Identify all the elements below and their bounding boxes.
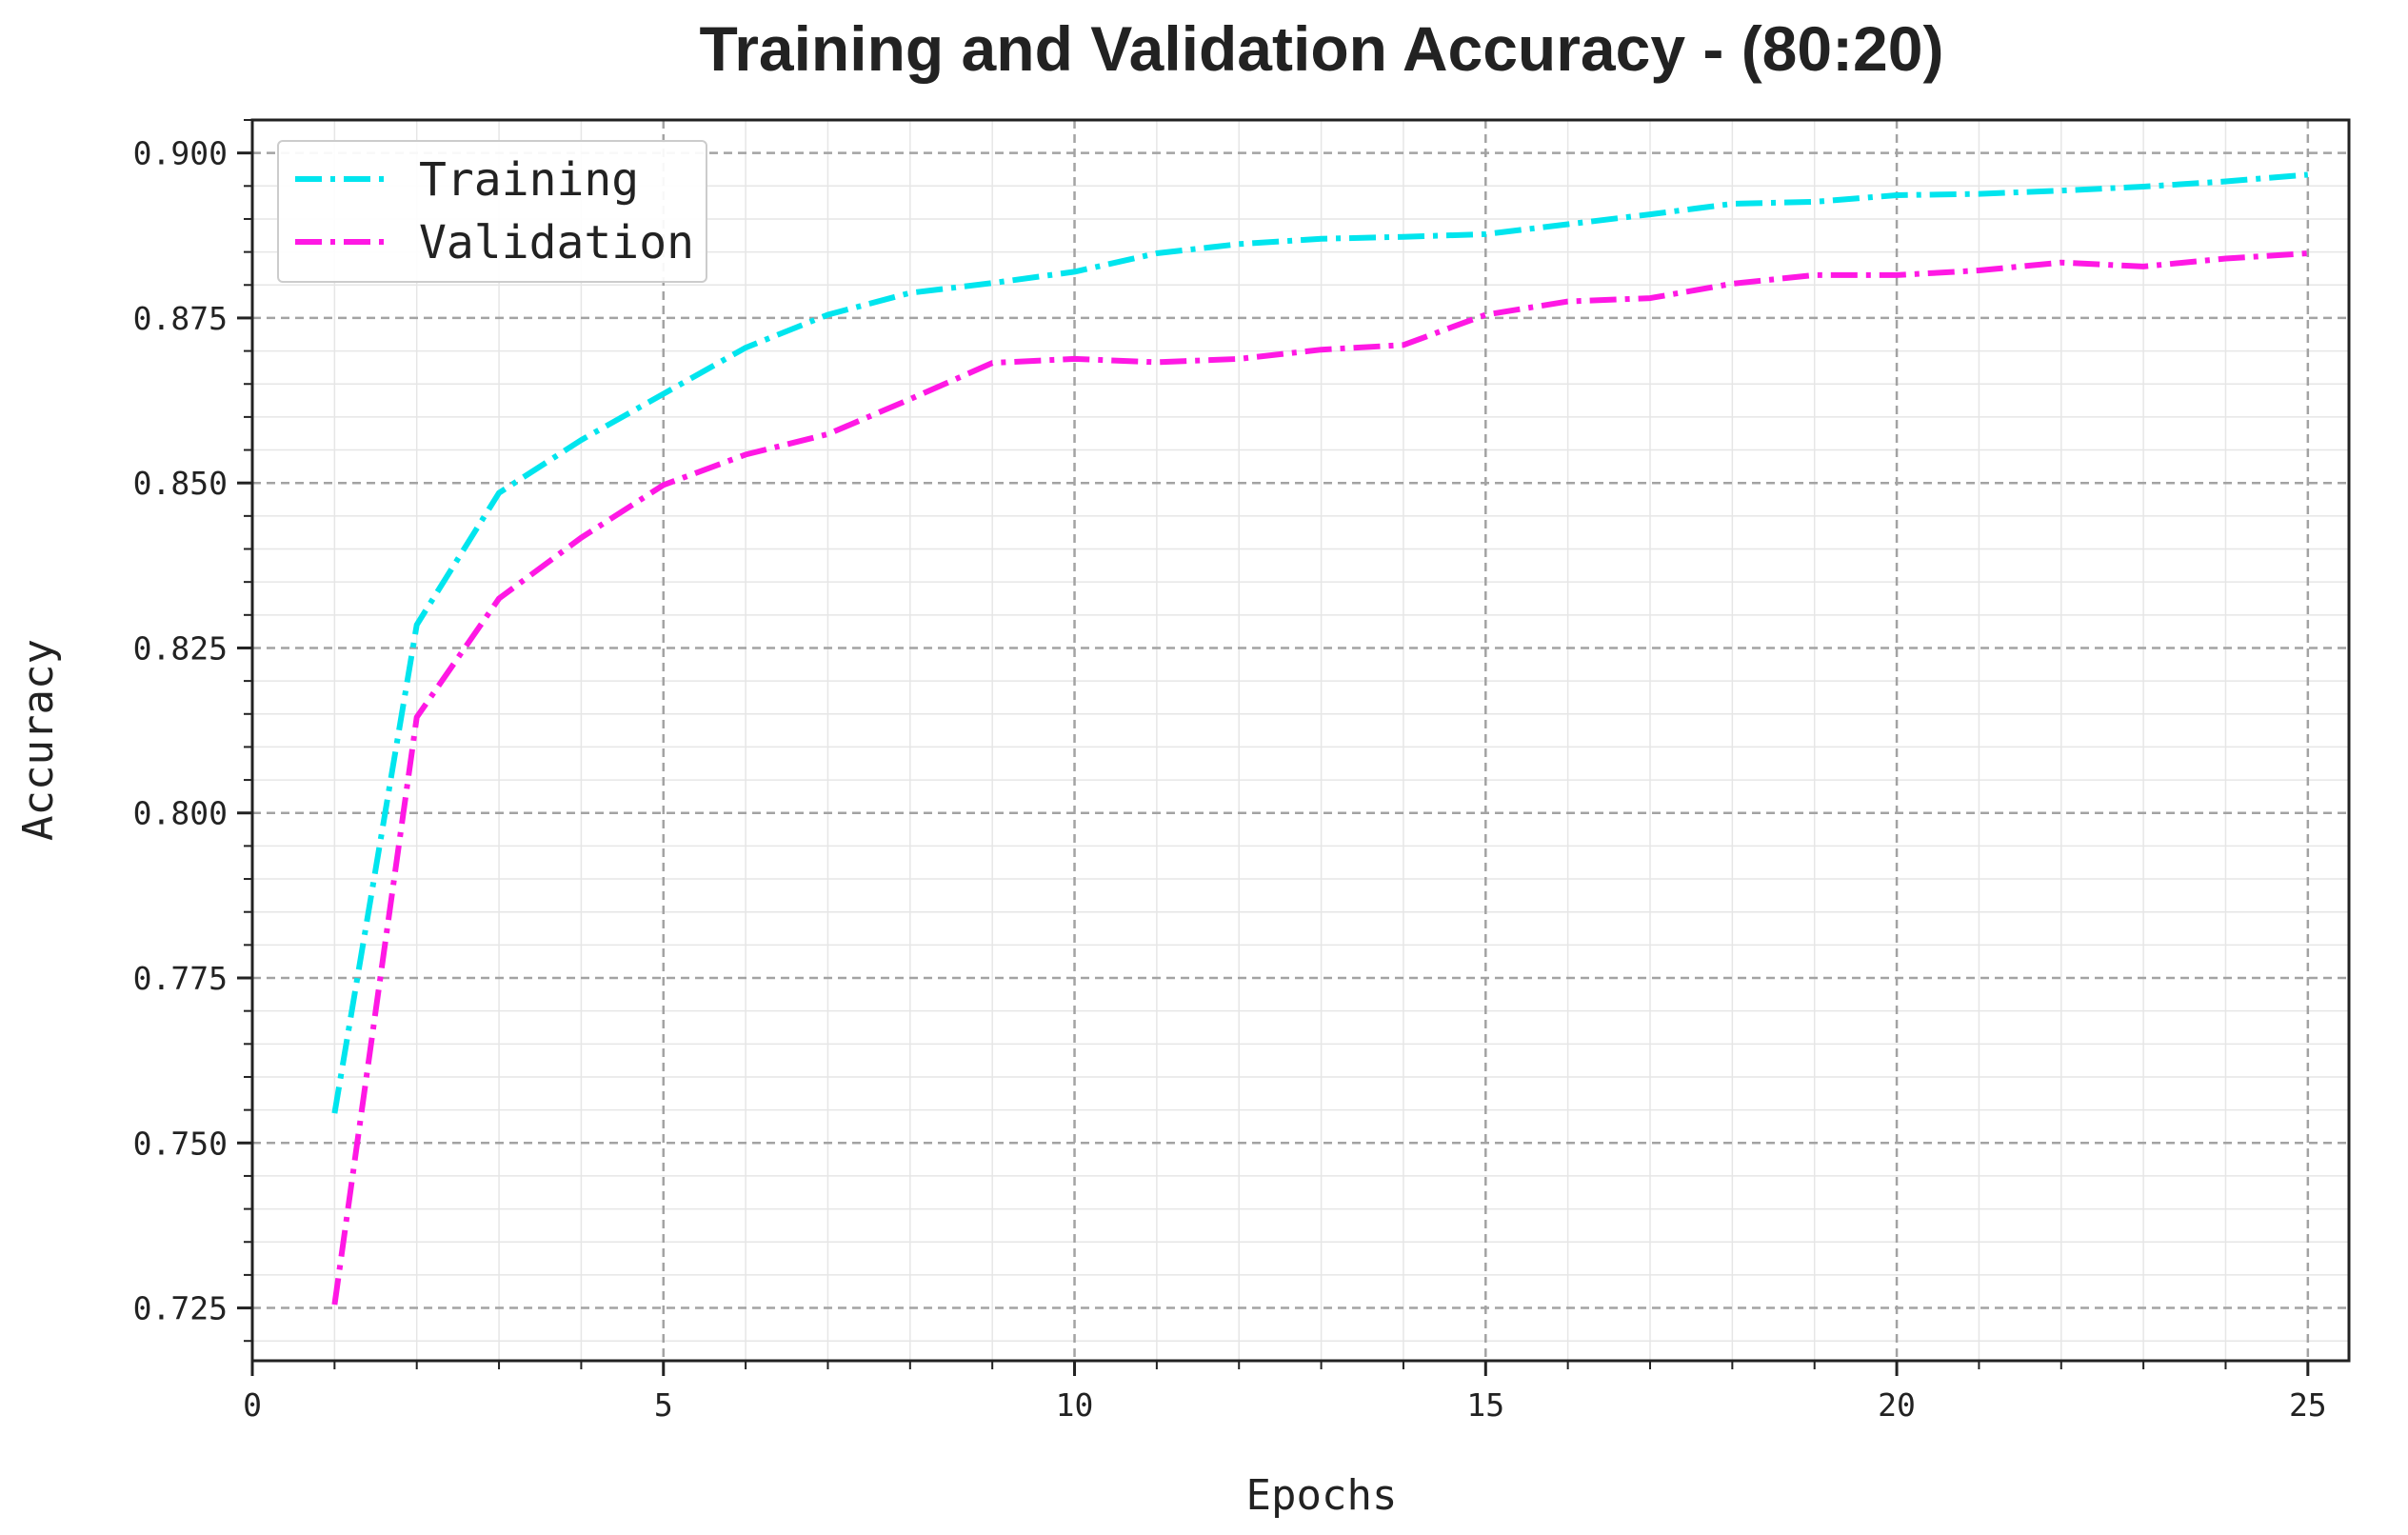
legend-label-training: Training: [419, 153, 639, 207]
minor-grid: [252, 119, 2349, 1361]
x-tick-label: 25: [2289, 1386, 2327, 1424]
plot-frame: [250, 118, 2351, 1363]
series-layer: [331, 171, 2309, 1306]
x-axis: 0 5 10 15 20 25: [243, 1361, 2327, 1424]
y-tick-label: 0.750: [133, 1125, 228, 1162]
x-axis-label: Epochs: [1246, 1471, 1398, 1520]
chart-title: Training and Validation Accuracy - (80:2…: [700, 13, 1944, 84]
y-tick-label: 0.725: [133, 1290, 228, 1327]
x-tick-label: 5: [654, 1386, 673, 1424]
legend: Training Validation: [277, 140, 707, 283]
series-line-validation: [331, 250, 2308, 1306]
x-tick-label: 20: [1878, 1386, 1916, 1424]
y-axis: 0.725 0.750 0.775 0.800 0.825 0.850 0.875 0.900: [133, 119, 252, 1343]
y-tick-label: 0.875: [133, 300, 228, 337]
x-tick-label: 0: [243, 1386, 262, 1424]
x-tick-label: 10: [1056, 1386, 1094, 1424]
y-tick-label: 0.825: [133, 629, 228, 667]
y-tick-label: 0.850: [133, 465, 228, 502]
legend-box: [277, 140, 707, 283]
y-tick-label: 0.800: [133, 795, 228, 832]
series-line-training: [331, 171, 2309, 1114]
y-axis-label: Accuracy: [14, 639, 63, 841]
y-tick-label: 0.775: [133, 960, 228, 997]
major-grid: [250, 120, 2349, 1361]
x-tick-label: 15: [1466, 1386, 1504, 1424]
legend-label-validation: Validation: [419, 216, 694, 269]
y-tick-label: 0.900: [133, 135, 228, 172]
